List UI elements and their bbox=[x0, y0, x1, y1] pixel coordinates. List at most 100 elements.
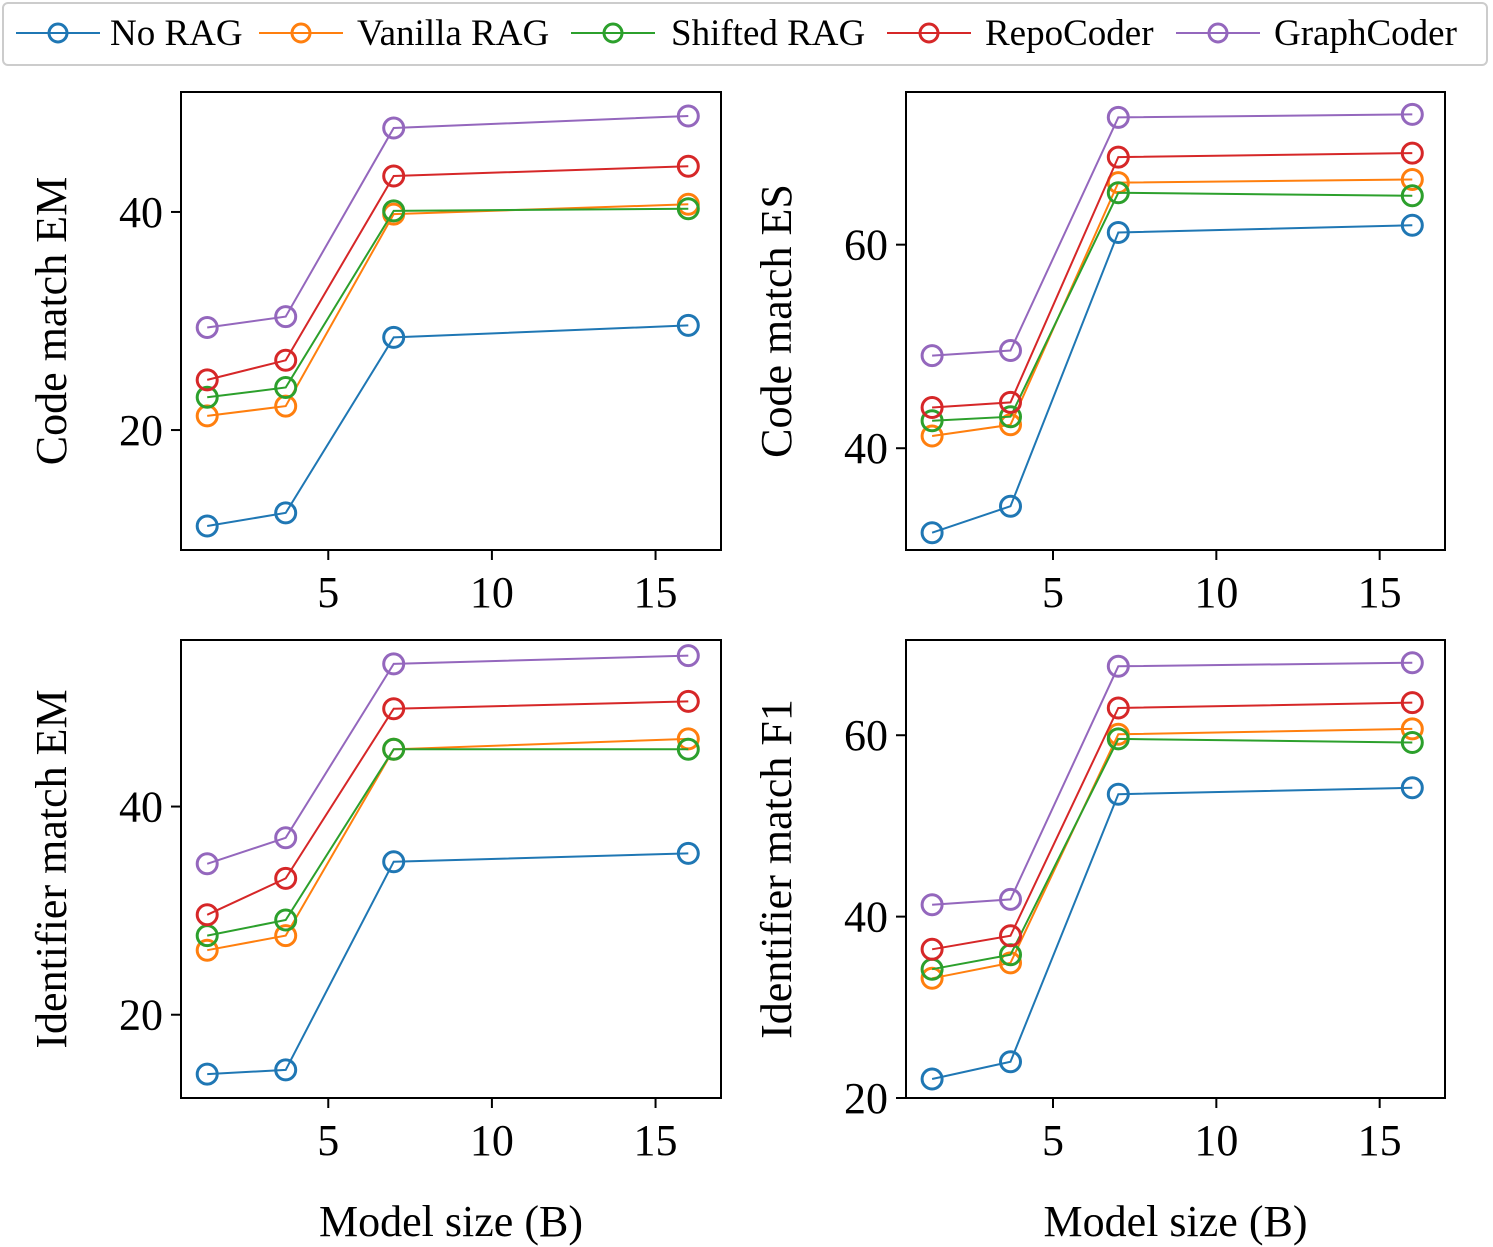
data-point-repocoder bbox=[920, 396, 944, 419]
series-line-graphcoder bbox=[206, 654, 689, 865]
data-point-shifted-rag bbox=[1400, 184, 1424, 208]
series-line-vanilla-rag bbox=[931, 178, 1413, 437]
data-point-shifted-rag bbox=[382, 199, 406, 223]
series-vanilla-rag bbox=[195, 727, 700, 962]
data-point-repocoder bbox=[676, 154, 700, 178]
axes-frame bbox=[180, 639, 722, 1099]
data-point-shifted-rag bbox=[382, 737, 406, 761]
legend-item-graphcoder: GraphCoder bbox=[1176, 13, 1457, 54]
y-axis-label: Identifier match EM bbox=[27, 689, 76, 1048]
y-axis-label: Code match EM bbox=[27, 177, 76, 465]
x-tick-label: 5 bbox=[317, 568, 339, 617]
data-point-repocoder bbox=[382, 697, 406, 721]
series-line-no-rag bbox=[931, 224, 1413, 534]
series-line-graphcoder bbox=[932, 113, 1413, 357]
data-point-no-rag bbox=[920, 521, 944, 545]
data-point-no-rag bbox=[195, 514, 219, 538]
series-line-shifted-rag bbox=[207, 748, 689, 937]
series-line-no-rag bbox=[207, 852, 689, 1076]
legend-marker-repocoder bbox=[918, 22, 940, 44]
data-point-no-rag bbox=[195, 1062, 219, 1086]
series-repocoder bbox=[195, 154, 700, 392]
data-point-no-rag bbox=[382, 325, 406, 349]
x-tick-label: 15 bbox=[634, 568, 678, 617]
x-tick-label: 10 bbox=[470, 1116, 514, 1165]
panel-identifier-match-f1: 5 10 15 20 40 60 Identifier match F1 Model size… bbox=[752, 639, 1446, 1246]
legend-entries: No RAG Vanilla RAG Shifted RAG RepoCoder Gra… bbox=[16, 13, 1457, 54]
data-point-no-rag bbox=[676, 841, 700, 865]
x-tick-label: 15 bbox=[1358, 568, 1402, 617]
series-repocoder bbox=[920, 141, 1424, 419]
data-point-graphcoder bbox=[920, 344, 944, 368]
data-point-no-rag bbox=[999, 1050, 1022, 1074]
data-point-graphcoder bbox=[1106, 105, 1130, 129]
data-point-shifted-rag bbox=[676, 197, 700, 221]
series-line-vanilla-rag bbox=[207, 737, 689, 952]
data-point-vanilla-rag bbox=[195, 938, 219, 962]
legend-item-shifted-rag: Shifted RAG bbox=[571, 13, 865, 54]
legend-label-graphcoder: GraphCoder bbox=[1274, 13, 1457, 54]
data-point-shifted-rag bbox=[676, 737, 700, 761]
y-tick-label: 20 bbox=[119, 991, 163, 1040]
data-point-no-rag bbox=[1106, 221, 1130, 244]
series-line-repocoder bbox=[206, 165, 689, 381]
data-point-graphcoder bbox=[999, 339, 1022, 362]
data-point-no-rag bbox=[920, 1067, 944, 1091]
data-point-no-rag bbox=[1400, 776, 1424, 800]
data-point-graphcoder bbox=[1106, 654, 1130, 678]
series-graphcoder bbox=[195, 644, 700, 876]
legend-marker-vanilla-rag bbox=[290, 22, 312, 44]
series-no-rag bbox=[195, 841, 700, 1086]
series-line-repocoder bbox=[932, 152, 1413, 409]
x-tick-label: 10 bbox=[1194, 568, 1238, 617]
series-shifted-rag bbox=[195, 737, 700, 948]
legend-label-shifted-rag: Shifted RAG bbox=[671, 13, 865, 54]
panel-identifier-match-em: 5 10 15 20 40 Identifier match EM Model size (… bbox=[27, 639, 722, 1246]
data-point-repocoder bbox=[999, 924, 1022, 948]
data-point-no-rag bbox=[274, 501, 298, 525]
series-no-rag bbox=[920, 776, 1424, 1091]
data-point-vanilla-rag bbox=[1400, 717, 1424, 741]
legend-label-repocoder: RepoCoder bbox=[985, 13, 1154, 54]
y-tick-label: 40 bbox=[119, 783, 163, 832]
data-point-repocoder bbox=[1106, 696, 1130, 720]
legend-label-vanilla-rag: Vanilla RAG bbox=[357, 13, 549, 54]
y-tick-label: 60 bbox=[844, 711, 888, 760]
data-point-vanilla-rag bbox=[920, 424, 944, 448]
data-point-repocoder bbox=[1400, 141, 1424, 165]
data-point-repocoder bbox=[1106, 145, 1130, 169]
series-graphcoder bbox=[195, 104, 700, 339]
data-point-repocoder bbox=[676, 689, 700, 713]
legend-item-repocoder: RepoCoder bbox=[887, 13, 1154, 54]
legend-marker-graphcoder bbox=[1207, 22, 1229, 44]
data-point-graphcoder bbox=[676, 644, 700, 668]
series-line-no-rag bbox=[207, 324, 689, 527]
data-point-vanilla-rag bbox=[274, 924, 298, 948]
data-point-shifted-rag bbox=[999, 405, 1022, 429]
data-point-repocoder bbox=[999, 390, 1022, 414]
data-point-graphcoder bbox=[1400, 102, 1424, 126]
x-tick-label: 10 bbox=[470, 568, 514, 617]
series-repocoder bbox=[195, 689, 700, 927]
x-tick-label: 15 bbox=[634, 1116, 678, 1165]
data-point-graphcoder bbox=[382, 116, 406, 140]
legend-marker-no-rag bbox=[47, 22, 69, 44]
data-point-graphcoder bbox=[274, 826, 298, 850]
data-point-shifted-rag bbox=[1106, 181, 1130, 205]
data-point-graphcoder bbox=[274, 305, 298, 329]
panel-code-match-em: 5 10 15 20 40 Code match EM bbox=[27, 91, 722, 617]
data-point-repocoder bbox=[920, 937, 944, 961]
data-point-repocoder bbox=[274, 866, 298, 890]
data-point-graphcoder bbox=[195, 316, 219, 339]
data-point-no-rag bbox=[274, 1058, 298, 1082]
y-axis-label: Code match ES bbox=[752, 184, 801, 458]
y-tick-label: 40 bbox=[844, 893, 888, 942]
series-line-repocoder bbox=[931, 701, 1413, 951]
data-point-no-rag bbox=[676, 313, 700, 337]
y-tick-label: 60 bbox=[844, 221, 888, 270]
data-point-vanilla-rag bbox=[1400, 168, 1424, 191]
x-tick-label: 10 bbox=[1194, 1116, 1238, 1165]
data-point-graphcoder bbox=[382, 652, 406, 676]
series-line-vanilla-rag bbox=[931, 727, 1413, 980]
